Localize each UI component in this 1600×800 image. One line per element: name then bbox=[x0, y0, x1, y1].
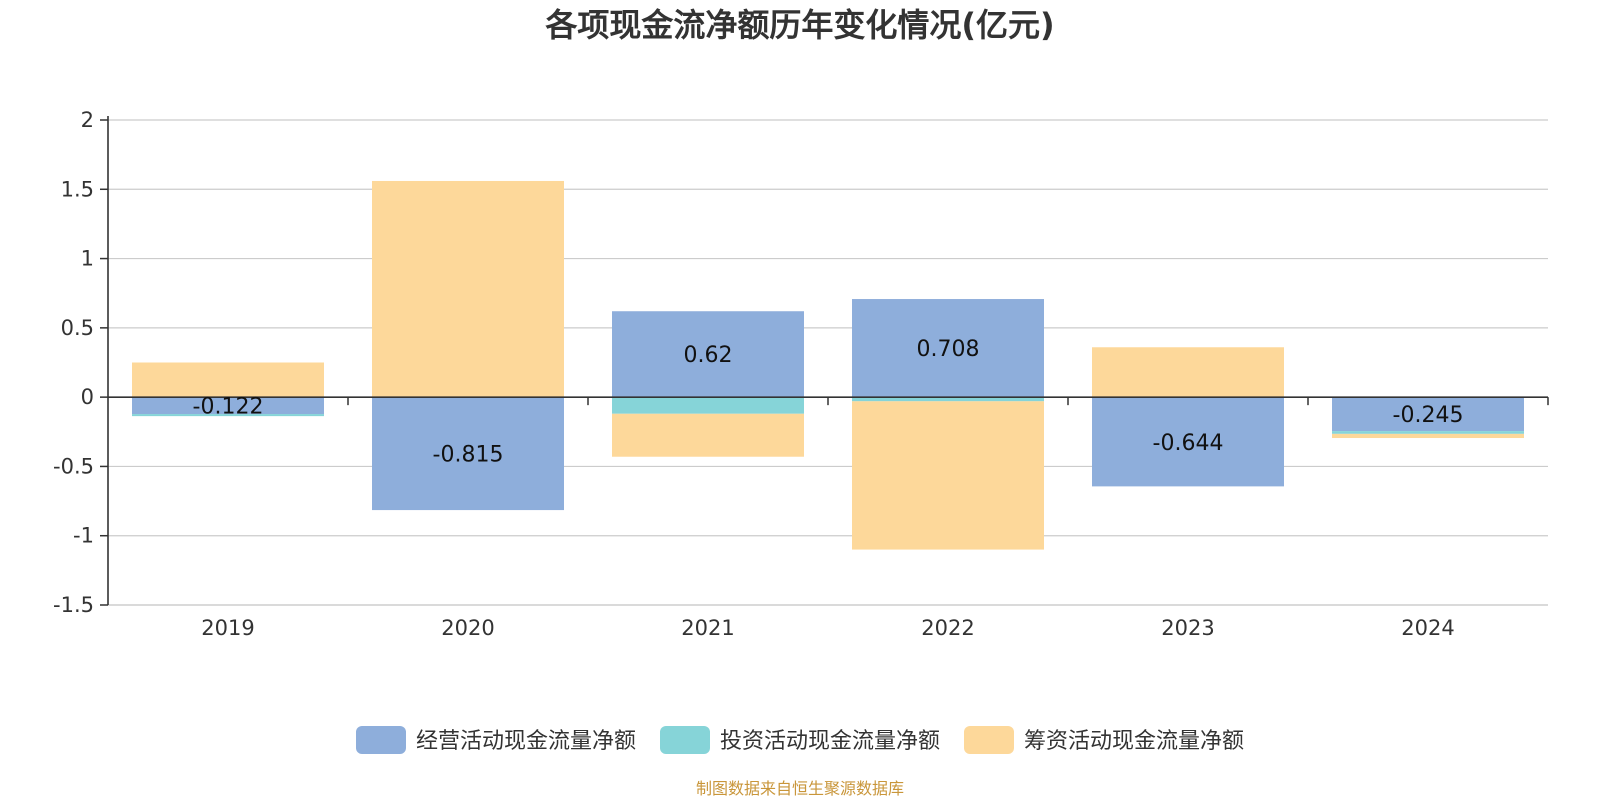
y-tick-label: 1 bbox=[81, 247, 94, 271]
bar-series-1-2023 bbox=[1092, 397, 1284, 487]
axes: 2 1.5 1 0.5 0 -0.5 -1 -1.5 2019 2020 2021 2022 2023 2… bbox=[53, 108, 1549, 640]
bar-series-2-2021 bbox=[612, 397, 804, 414]
bar-series-3-2019 bbox=[132, 362, 324, 398]
bar-series-2-2019 bbox=[132, 414, 324, 417]
source-note: 制图数据来自恒生聚源数据库 bbox=[696, 779, 904, 798]
bars bbox=[132, 180, 1524, 550]
data-label: -0.245 bbox=[1393, 403, 1464, 428]
x-tick-label: 2019 bbox=[201, 616, 254, 640]
y-tick-label: -1.5 bbox=[53, 593, 94, 617]
data-label: 0.708 bbox=[917, 337, 980, 362]
data-label: -0.815 bbox=[433, 443, 504, 468]
x-tick-label: 2020 bbox=[441, 616, 494, 640]
y-tick-label: 0 bbox=[81, 385, 94, 409]
x-tick-label: 2022 bbox=[921, 616, 974, 640]
y-tick-label: 0.5 bbox=[61, 316, 94, 340]
bar-series-1-2020 bbox=[372, 397, 564, 511]
y-tick-label: -1 bbox=[73, 524, 94, 548]
legend-swatch bbox=[964, 726, 1015, 754]
legend-swatch bbox=[659, 726, 710, 754]
data-label: 0.62 bbox=[684, 343, 733, 368]
x-tick-label: 2021 bbox=[681, 616, 734, 640]
bar-series-3-2023 bbox=[1092, 347, 1284, 398]
bar-series-1-2021 bbox=[612, 311, 804, 398]
legend-swatch bbox=[355, 726, 406, 754]
x-tick-label: 2023 bbox=[1161, 616, 1214, 640]
data-label: -0.122 bbox=[193, 395, 264, 420]
chart-title: 各项现金流净额历年变化情况(亿元) bbox=[545, 6, 1054, 44]
legend-label: 筹资活动现金流量净额 bbox=[1024, 729, 1244, 754]
legend-label: 投资活动现金流量净额 bbox=[720, 729, 940, 754]
bar-series-1-2024 bbox=[1332, 397, 1524, 432]
y-tick-label: 1.5 bbox=[61, 177, 94, 201]
x-tick-label: 2024 bbox=[1401, 616, 1454, 640]
bar-series-3-2022 bbox=[852, 401, 1044, 550]
bar-series-2-2024 bbox=[1332, 431, 1524, 434]
data-label: -0.644 bbox=[1153, 431, 1224, 456]
bar-series-2-2022 bbox=[852, 397, 1044, 402]
legend: 经营活动现金流量净额 投资活动现金流量净额 筹资活动现金流量净额 bbox=[355, 726, 1244, 754]
legend-label: 经营活动现金流量净额 bbox=[416, 729, 636, 754]
bar-series-3-2021 bbox=[612, 413, 804, 457]
bar-series-1-2022 bbox=[852, 299, 1044, 398]
y-tick-label: -0.5 bbox=[53, 454, 94, 478]
bar-series-3-2024 bbox=[1332, 433, 1524, 439]
data-labels: -0.122 -0.815 0.62 0.708 -0.644 -0.245 bbox=[193, 337, 1464, 468]
bar-series-1-2019 bbox=[132, 397, 324, 415]
bar-series-3-2020 bbox=[372, 180, 564, 398]
y-tick-label: 2 bbox=[81, 108, 94, 132]
